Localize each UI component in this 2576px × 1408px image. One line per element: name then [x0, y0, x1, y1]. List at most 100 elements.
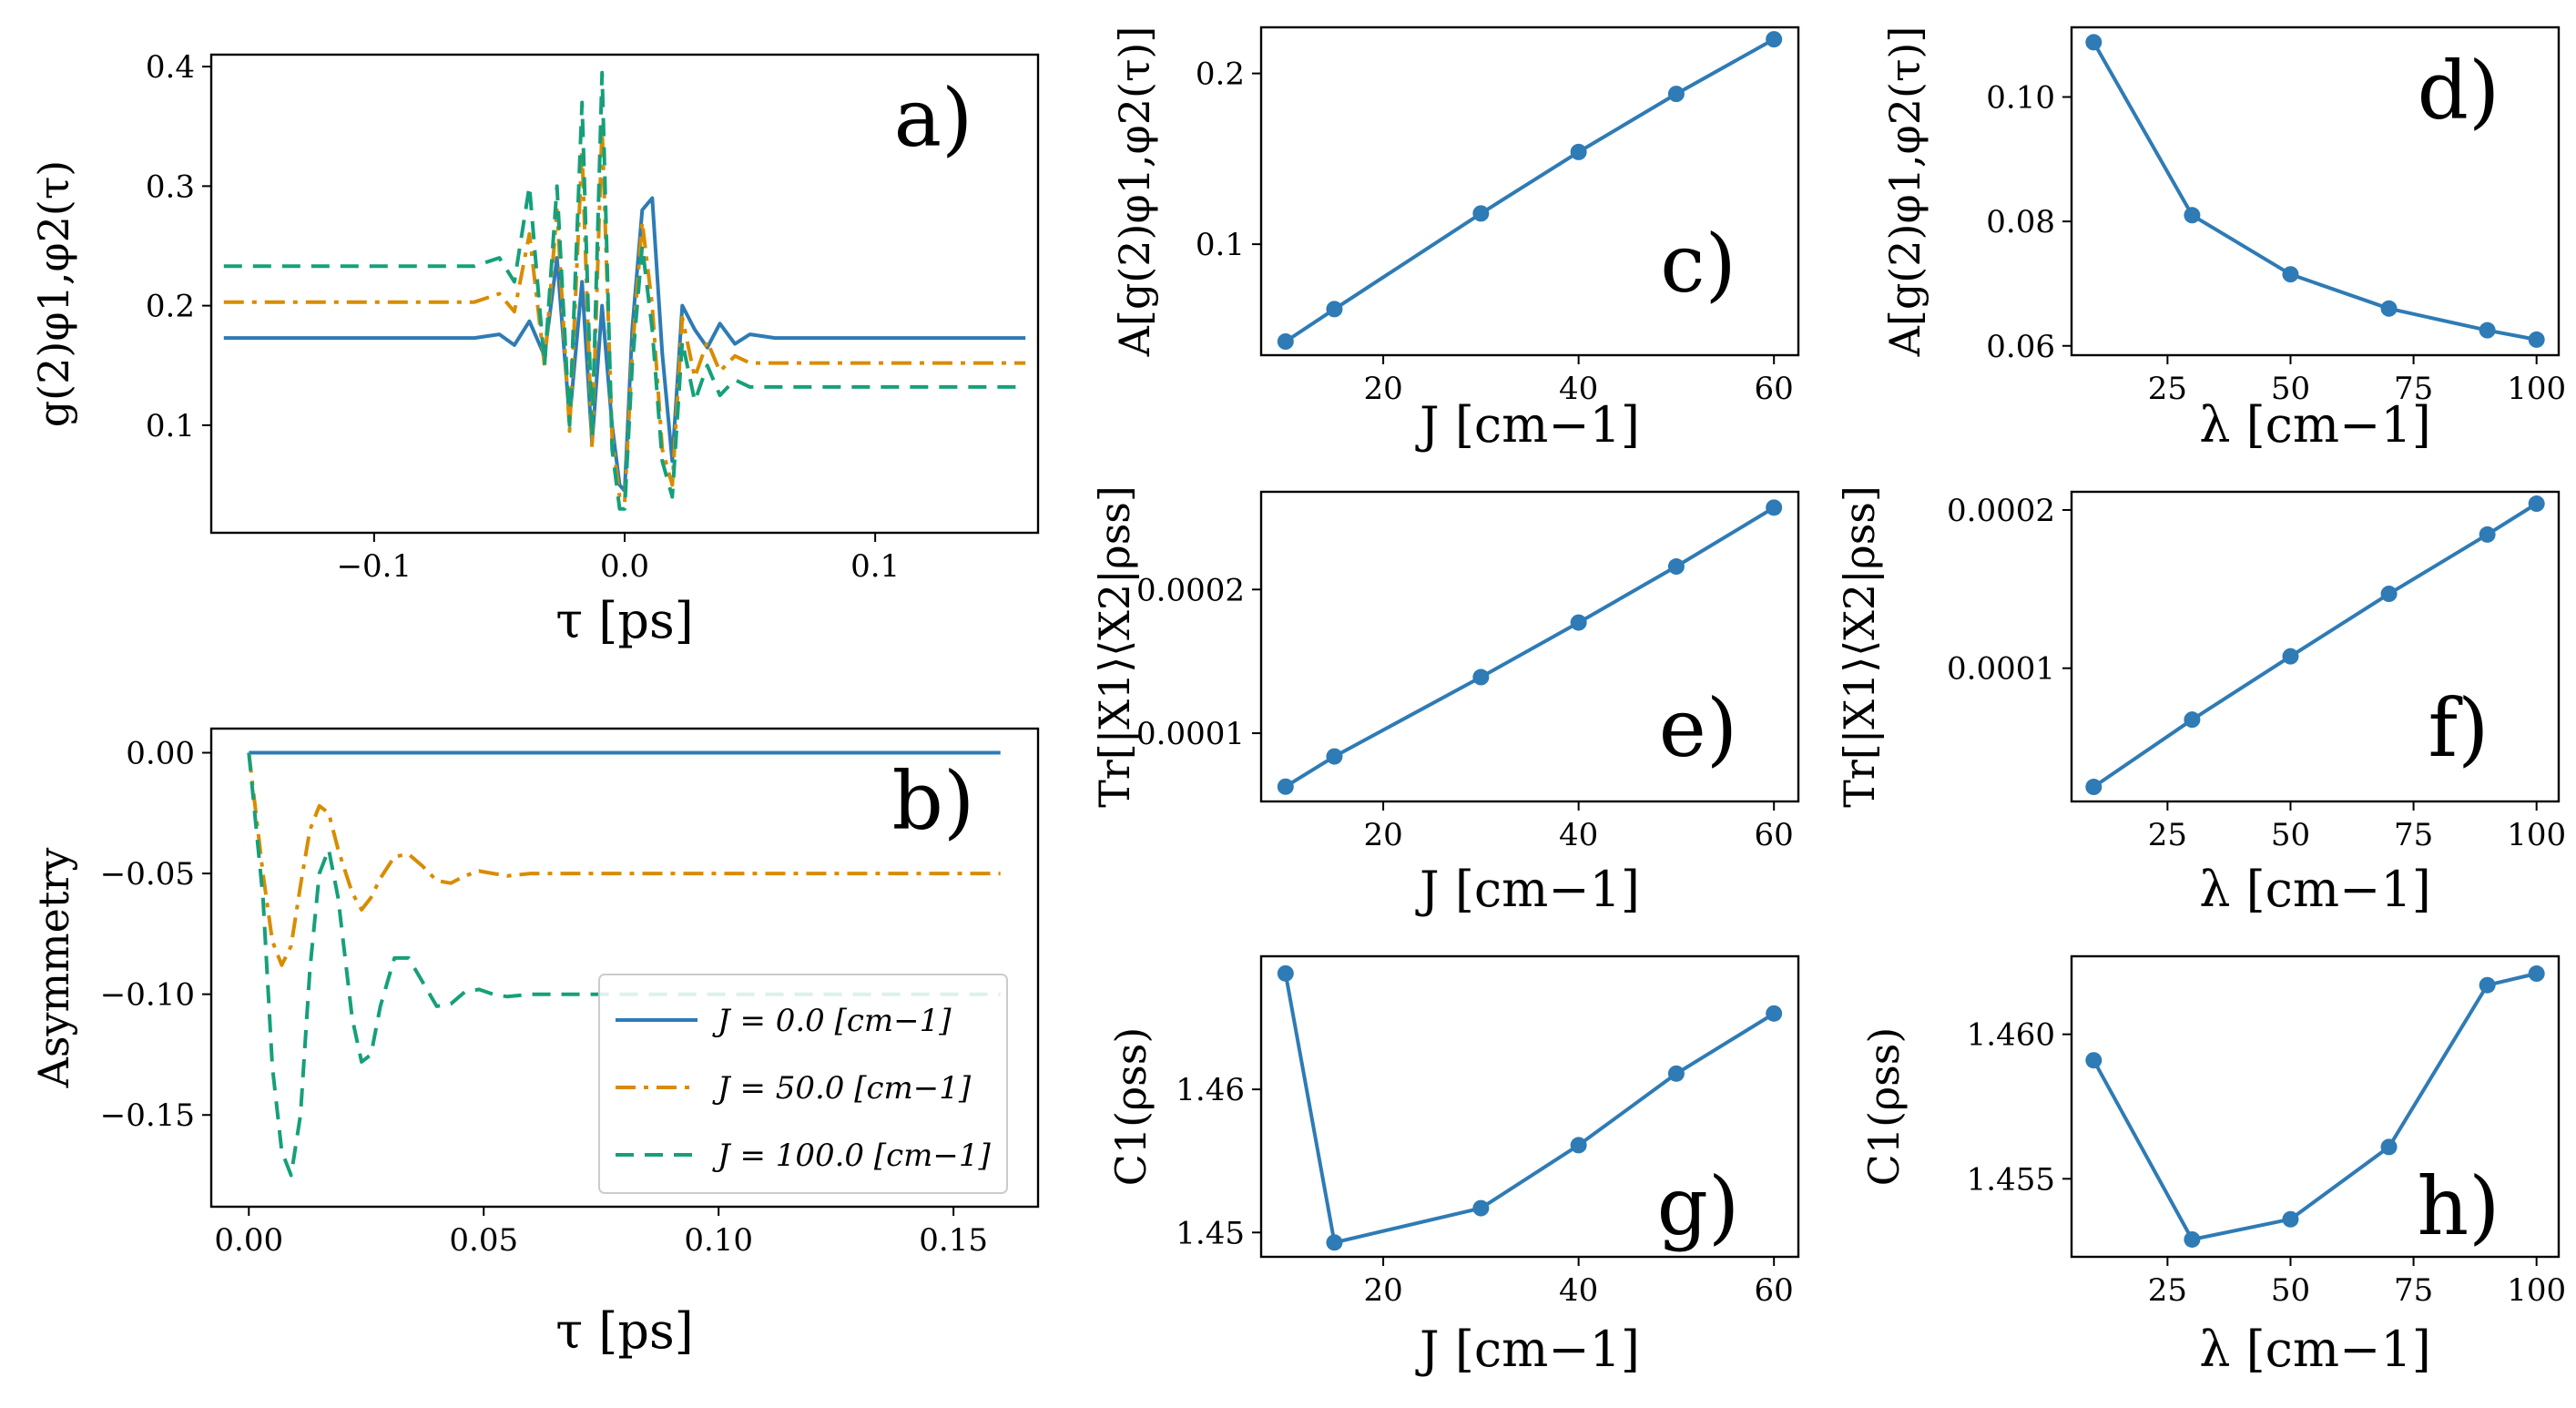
y-tick-label-h-1: 1.460 [1967, 1017, 2055, 1054]
panel-e: 20 40 60 0.0001 0.0002 J [cm−1] Tr[|X1⟩⟨X2|ρss… [1090, 485, 1800, 918]
y-tick-label-d-1: 0.08 [1986, 204, 2055, 240]
data-point-f-1 [2184, 711, 2201, 729]
x-tick-label-d-2: 75 [2394, 371, 2433, 407]
y-tick-label-h-0: 1.455 [1967, 1161, 2055, 1198]
data-point-e-0 [1277, 778, 1294, 795]
data-point-c-4 [1667, 86, 1685, 103]
data-point-e-4 [1667, 558, 1685, 576]
panel-label-d: d) [2418, 44, 2500, 138]
y-tick-label-e-0: 0.0001 [1136, 716, 1245, 752]
x-tick-label-h-1: 50 [2271, 1272, 2310, 1309]
series-line-a-0 [223, 196, 1026, 494]
y-tick-label-b-0: 0.00 [126, 736, 195, 772]
legend-label-0: J = 0.0 [cm−1] [712, 1003, 952, 1039]
data-point-e-1 [1326, 748, 1343, 765]
x-axis-label-d: λ [cm−1] [2199, 396, 2431, 454]
axes-frame-e [1259, 490, 1800, 803]
y-tick-label-f-1: 0.0002 [1947, 493, 2055, 529]
series-line-c-0 [1284, 37, 1776, 343]
y-axis-label-e: Tr[|X1⟩⟨X2|ρss] [1090, 485, 1139, 808]
x-tick-label-d-1: 50 [2271, 371, 2310, 407]
data-point-d-0 [2085, 34, 2103, 51]
x-tick-label-c-2: 60 [1755, 371, 1794, 407]
x-tick-label-h-0: 25 [2148, 1272, 2187, 1309]
y-tick-label-b-2: −0.10 [100, 977, 195, 1014]
y-axis-label-b: Asymmetry [29, 848, 78, 1089]
data-point-f-3 [2380, 586, 2398, 603]
axes-frame-g [1259, 954, 1800, 1259]
series-line-e-0 [1284, 505, 1776, 789]
y-tick-label-g-1: 1.46 [1176, 1072, 1245, 1108]
data-point-c-1 [1326, 301, 1343, 318]
series-line-g-0 [1283, 973, 1776, 1245]
x-tick-label-f-2: 75 [2394, 817, 2433, 853]
panel-label-g: g) [1657, 1159, 1740, 1253]
y-tick-label-f-0: 0.0001 [1947, 651, 2055, 688]
panel-g: 20 40 60 1.45 1.46 J [cm−1] C1(ρss) g) [1106, 954, 1800, 1378]
x-tick-label-b-1: 0.05 [449, 1222, 518, 1259]
x-tick-label-f-3: 100 [2507, 817, 2566, 853]
y-axis-label-d: A[g(2)φ1,φ2(τ)] [1880, 26, 1929, 358]
panel-label-b: b) [892, 754, 975, 848]
panel-label-a: a) [894, 71, 973, 165]
y-tick-label-d-0: 0.06 [1986, 329, 2055, 365]
x-tick-label-g-1: 40 [1559, 1272, 1598, 1309]
axes-frame-b [209, 727, 1040, 1209]
series-line-b-2 [247, 752, 1001, 1178]
series-line-f-0 [2092, 502, 2538, 789]
x-tick-label-b-0: 0.00 [214, 1222, 283, 1259]
data-point-g-0 [1277, 964, 1294, 982]
legend-label-2: J = 100.0 [cm−1] [712, 1138, 992, 1174]
x-axis-label-f: λ [cm−1] [2199, 861, 2431, 918]
data-point-h-1 [2184, 1230, 2201, 1248]
data-point-e-2 [1472, 668, 1490, 686]
data-point-f-4 [2479, 525, 2496, 543]
x-tick-label-h-3: 100 [2507, 1272, 2566, 1309]
x-axis-label-b: τ [ps] [555, 1302, 693, 1360]
x-tick-label-g-0: 20 [1363, 1272, 1402, 1309]
y-tick-label-g-0: 1.45 [1176, 1215, 1245, 1251]
y-tick-label-d-2: 0.10 [1986, 80, 2055, 117]
data-point-f-5 [2528, 495, 2545, 513]
panel-label-c: c) [1660, 217, 1736, 311]
data-point-f-0 [2085, 779, 2103, 796]
data-point-c-5 [1766, 31, 1783, 48]
x-axis-label-h: λ [cm−1] [2199, 1321, 2431, 1378]
x-axis-label-c: J [cm−1] [1415, 396, 1640, 454]
y-tick-label-c-1: 0.2 [1196, 56, 1245, 93]
x-tick-label-g-2: 60 [1755, 1272, 1794, 1309]
data-point-g-3 [1570, 1137, 1587, 1154]
data-point-e-5 [1766, 499, 1783, 516]
axes-frame-h [2070, 954, 2561, 1259]
x-tick-label-h-2: 75 [2394, 1272, 2433, 1309]
x-tick-label-e-1: 40 [1559, 817, 1598, 853]
y-axis-label-a: g(2)φ1,φ2(τ) [29, 160, 78, 428]
x-tick-label-e-2: 60 [1755, 817, 1794, 853]
panel-f: 25 50 75 100 0.0001 0.0002 λ [cm−1] Tr[|X1⟩⟨X2|… [1835, 485, 2566, 918]
panel-d: 25 50 75 100 0.06 0.08 0.10 λ [cm−1] A[g(2)φ1,φ2… [1880, 26, 2566, 454]
data-point-c-2 [1472, 205, 1490, 222]
data-point-h-0 [2085, 1052, 2103, 1069]
x-tick-label-a-0: −0.1 [337, 548, 412, 585]
legend: J = 0.0 [cm−1] J = 50.0 [cm−1] J = 100.0 [… [598, 974, 1008, 1194]
axes-frame-f [2070, 490, 2561, 803]
panel-label-f: f) [2428, 681, 2489, 775]
data-point-f-2 [2282, 648, 2299, 665]
x-tick-label-a-2: 0.1 [850, 548, 900, 585]
data-point-h-2 [2282, 1210, 2299, 1228]
x-axis-label-a: τ [ps] [555, 592, 693, 649]
y-tick-label-a-3: 0.4 [146, 49, 195, 86]
y-axis-label-f: Tr[|X1⟩⟨X2|ρss] [1835, 485, 1884, 808]
data-point-h-4 [2479, 976, 2496, 994]
series-line-h-0 [2092, 972, 2538, 1241]
y-tick-label-a-1: 0.2 [146, 289, 195, 325]
y-axis-label-h: C1(ρss) [1859, 1027, 1909, 1187]
y-axis-label-c: A[g(2)φ1,φ2(τ)] [1110, 26, 1159, 358]
x-tick-label-c-1: 40 [1559, 371, 1598, 407]
axes-frame-c [1259, 26, 1800, 357]
data-point-d-1 [2184, 207, 2201, 224]
x-tick-label-d-0: 25 [2148, 371, 2187, 407]
x-tick-label-a-1: 0.0 [600, 548, 649, 585]
y-tick-label-a-2: 0.3 [146, 168, 195, 205]
